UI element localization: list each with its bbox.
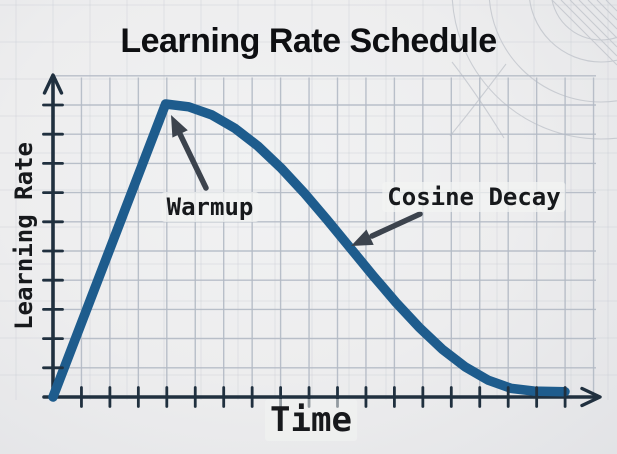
axis-ticks: [42, 103, 567, 408]
cosine-decay-annotation-label: Cosine Decay: [382, 182, 566, 212]
x-axis-label: Time: [265, 399, 357, 441]
page-title: Learning Rate Schedule: [120, 22, 497, 60]
cosine-decay-arrow: [351, 211, 423, 246]
plot-grid: [53, 75, 596, 397]
warmup-annotation-label: Warmup: [161, 192, 259, 222]
blueprint-decoration: [449, 0, 617, 140]
y-axis-label: Learning Rate: [10, 142, 38, 330]
y-axis-arrowhead: [42, 73, 64, 95]
x-axis-arrowhead: [580, 386, 602, 408]
learning-rate-curve: [48, 99, 570, 402]
warmup-arrow: [171, 115, 209, 191]
